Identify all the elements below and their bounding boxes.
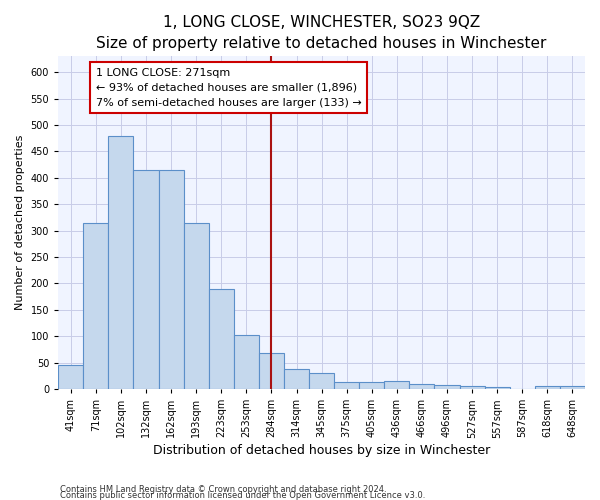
Bar bbox=[434, 385, 460, 389]
Bar bbox=[309, 373, 334, 389]
Bar bbox=[409, 384, 434, 389]
Bar bbox=[385, 381, 409, 389]
Bar bbox=[184, 222, 209, 389]
Bar bbox=[158, 170, 184, 389]
Bar bbox=[334, 382, 359, 389]
X-axis label: Distribution of detached houses by size in Winchester: Distribution of detached houses by size … bbox=[153, 444, 490, 458]
Bar bbox=[259, 353, 284, 389]
Text: Contains HM Land Registry data © Crown copyright and database right 2024.: Contains HM Land Registry data © Crown c… bbox=[60, 484, 386, 494]
Bar bbox=[209, 288, 234, 389]
Bar bbox=[485, 387, 510, 389]
Bar bbox=[535, 386, 560, 389]
Title: 1, LONG CLOSE, WINCHESTER, SO23 9QZ
Size of property relative to detached houses: 1, LONG CLOSE, WINCHESTER, SO23 9QZ Size… bbox=[97, 15, 547, 51]
Bar bbox=[560, 386, 585, 389]
Bar bbox=[58, 366, 83, 389]
Y-axis label: Number of detached properties: Number of detached properties bbox=[15, 135, 25, 310]
Text: 1 LONG CLOSE: 271sqm
← 93% of detached houses are smaller (1,896)
7% of semi-det: 1 LONG CLOSE: 271sqm ← 93% of detached h… bbox=[96, 68, 362, 108]
Bar bbox=[359, 382, 385, 389]
Text: Contains public sector information licensed under the Open Government Licence v3: Contains public sector information licen… bbox=[60, 491, 425, 500]
Bar bbox=[109, 136, 133, 389]
Bar bbox=[460, 386, 485, 389]
Bar bbox=[234, 334, 259, 389]
Bar bbox=[83, 222, 109, 389]
Bar bbox=[133, 170, 158, 389]
Bar bbox=[284, 370, 309, 389]
